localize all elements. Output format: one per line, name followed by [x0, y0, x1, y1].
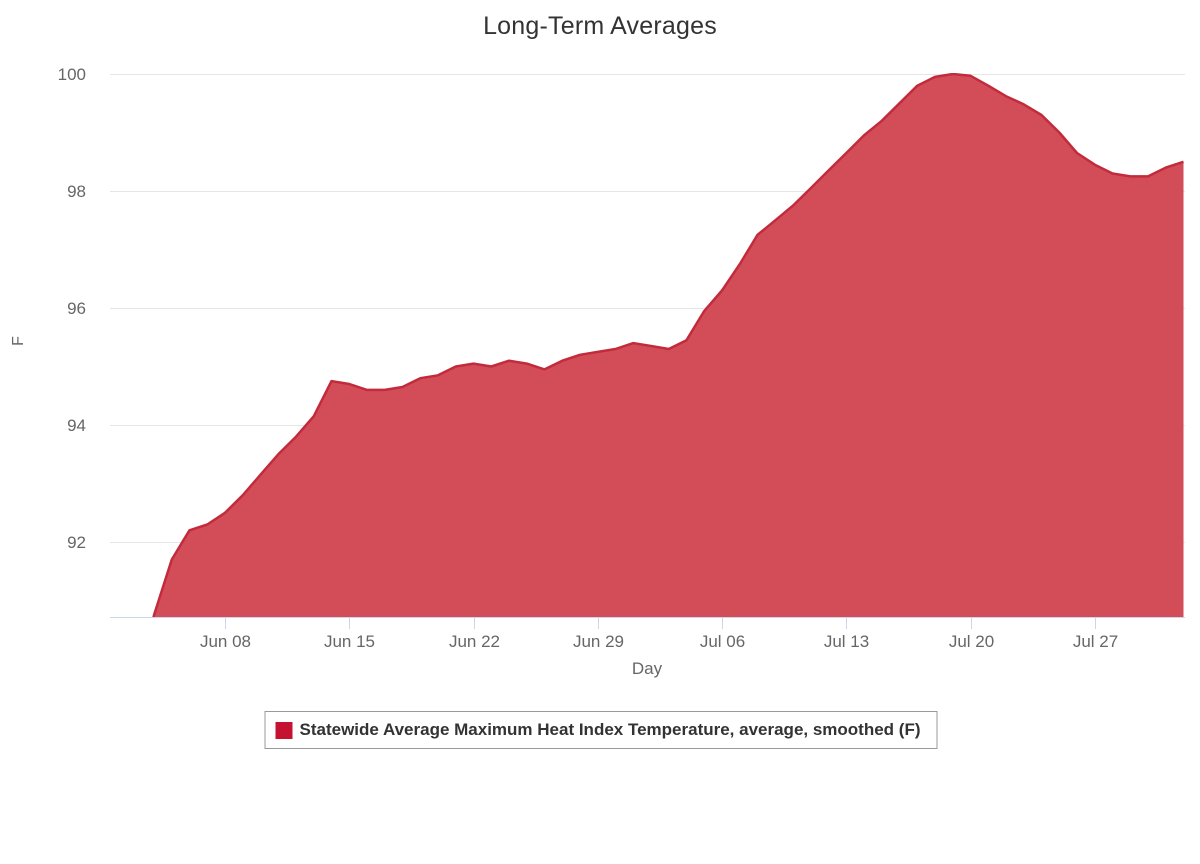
- y-tick-label: 92: [67, 533, 86, 552]
- x-tick-label: Jul 13: [824, 632, 869, 651]
- y-tick-label: 94: [67, 416, 86, 435]
- series-area: [136, 74, 1184, 618]
- y-axis-title: F: [9, 336, 27, 346]
- x-tick-label: Jul 27: [1073, 632, 1118, 651]
- x-axis-title: Day: [631, 659, 663, 678]
- x-tick-label: Jun 29: [573, 632, 624, 651]
- legend-label: Statewide Average Maximum Heat Index Tem…: [299, 720, 921, 739]
- y-tick-label: 98: [67, 182, 86, 201]
- series-line: [152, 73, 1184, 618]
- legend-swatch-icon: [275, 721, 293, 739]
- y-tick-label: 100: [58, 65, 86, 84]
- x-tick-label: Jun 08: [200, 632, 251, 651]
- legend-item[interactable]: Statewide Average Maximum Heat Index Tem…: [266, 712, 937, 748]
- y-tick-label: 96: [67, 299, 86, 318]
- chart-title: Long-Term Averages: [483, 12, 717, 40]
- x-tick-label: Jul 20: [949, 632, 994, 651]
- legend: Statewide Average Maximum Heat Index Tem…: [264, 711, 938, 749]
- x-tick-label: Jun 22: [449, 632, 500, 651]
- x-tick-label: Jul 06: [700, 632, 745, 651]
- x-tick-label: Jun 15: [324, 632, 375, 651]
- plot-area-svg: 92 94 96 98 100 Jun 08 Jun 15 Jun 22 Jun 29 Jul 0…: [58, 65, 1185, 651]
